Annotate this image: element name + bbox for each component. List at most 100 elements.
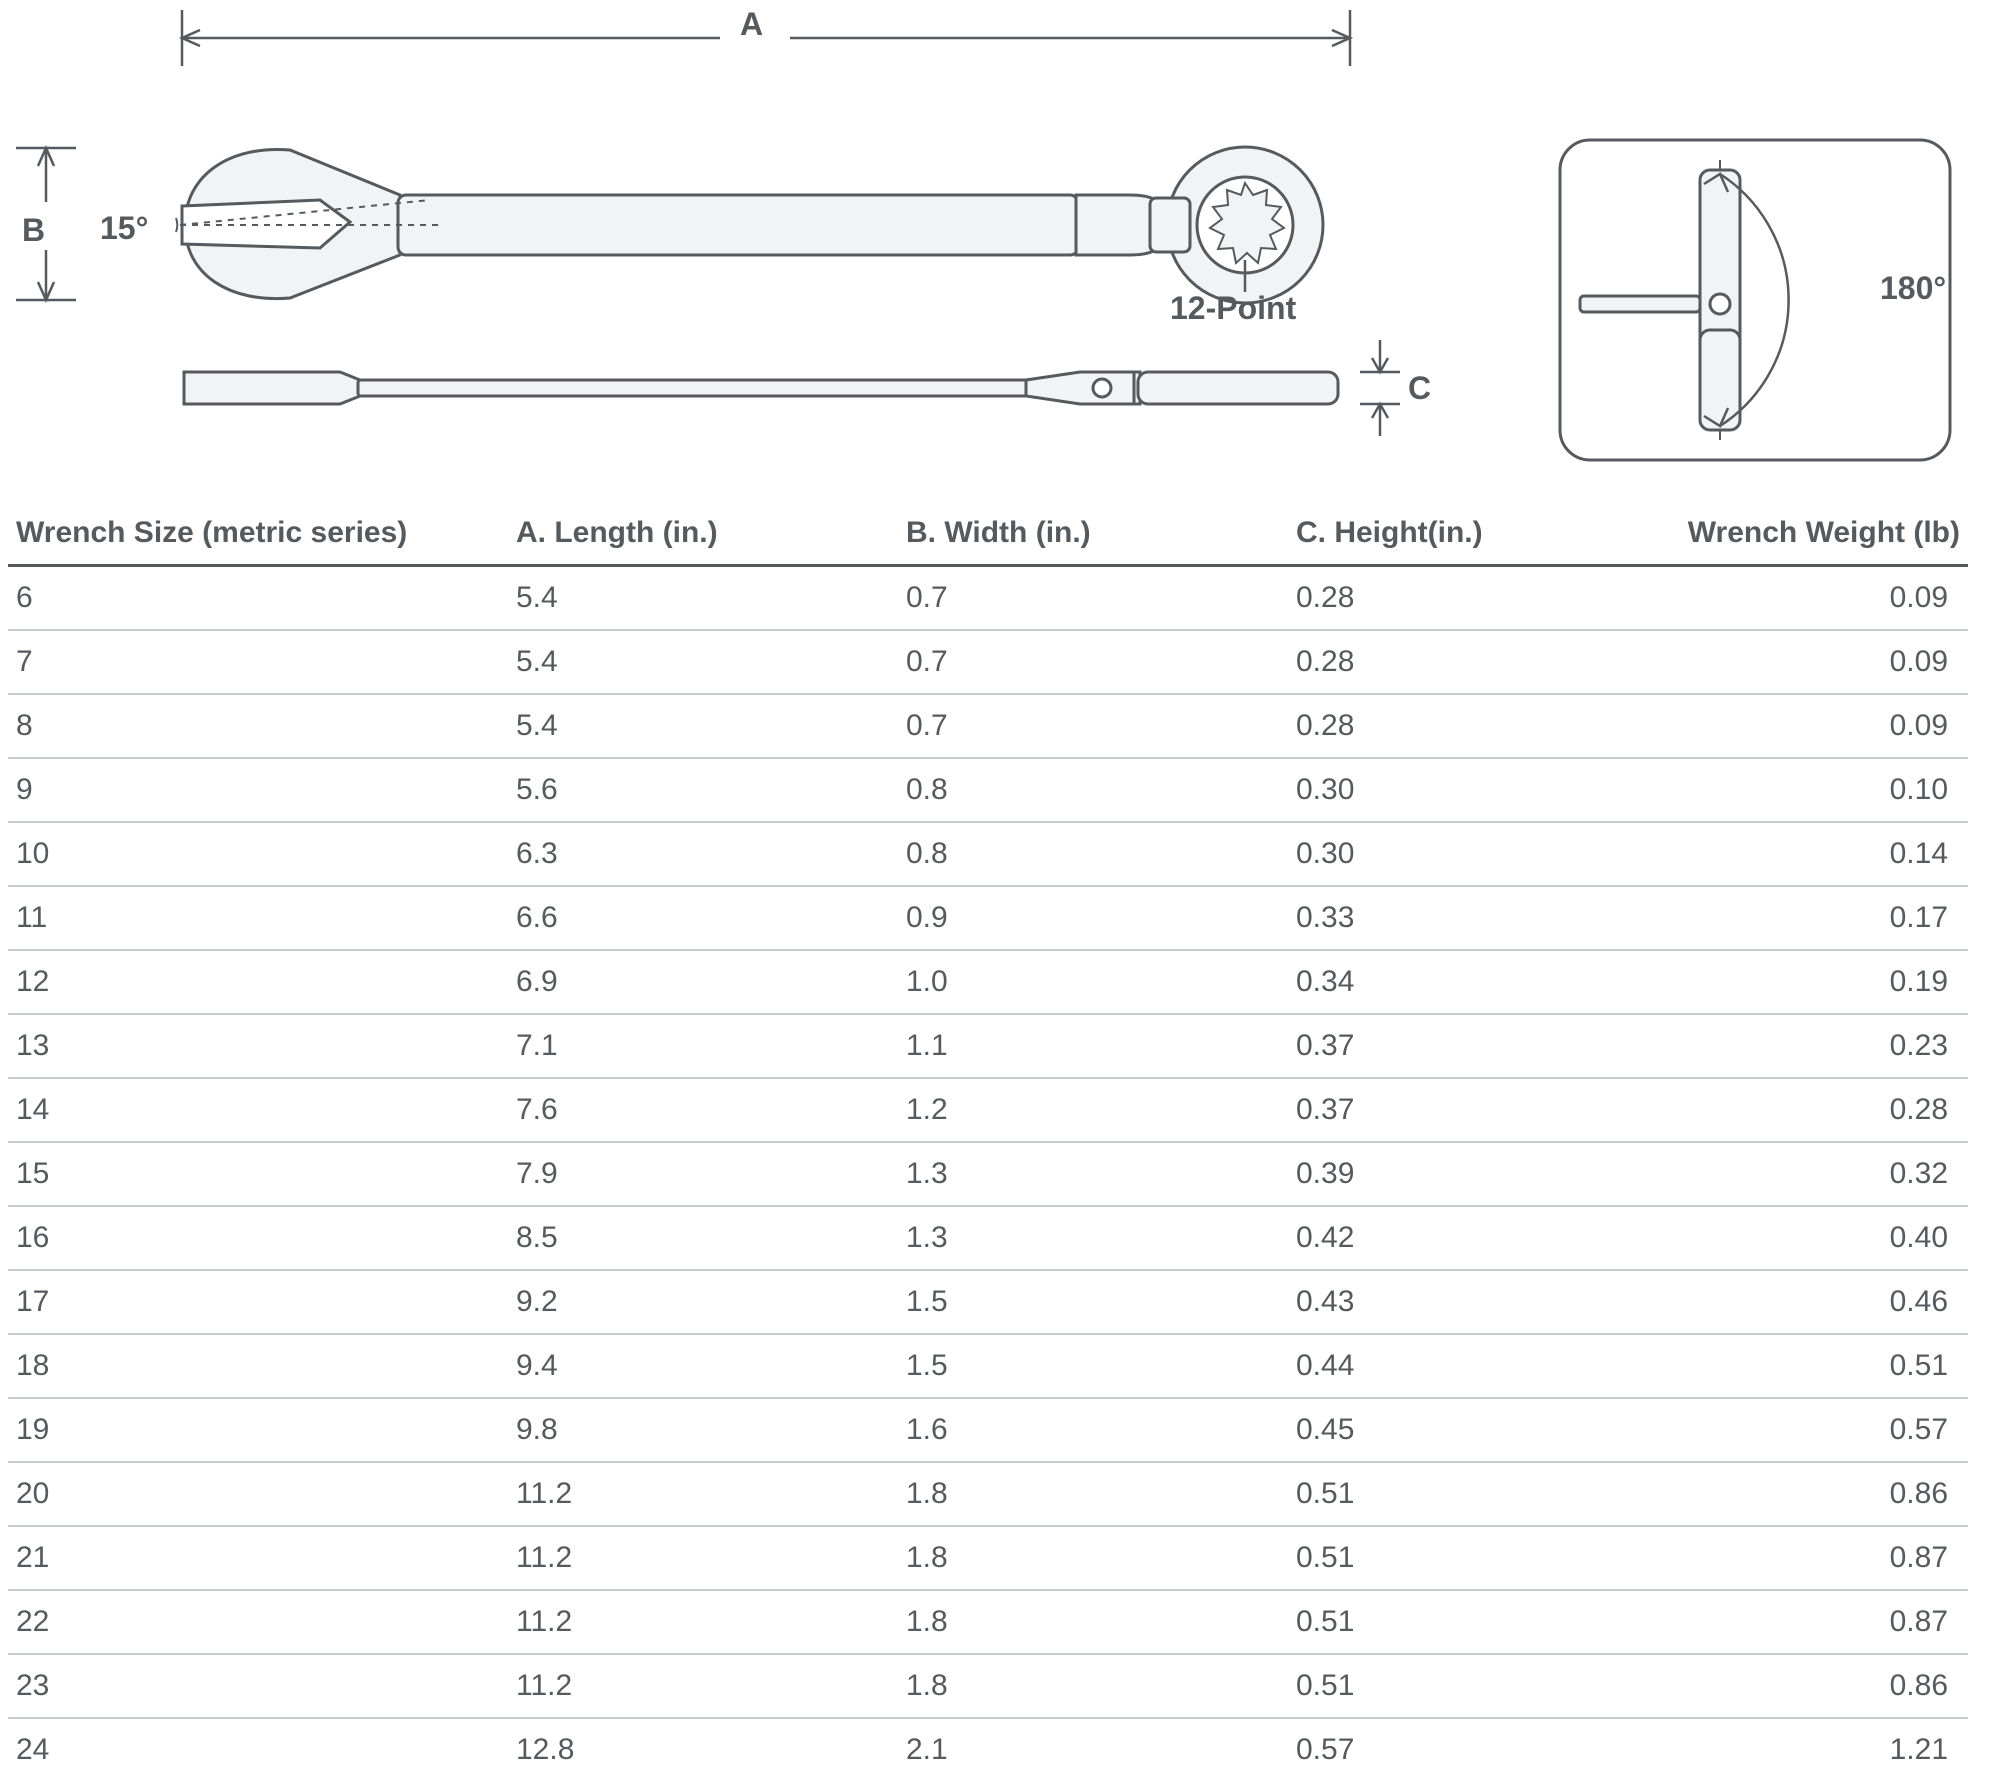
col-header-height: C. Height(in.) <box>1288 500 1638 566</box>
table-row: 157.91.30.390.32 <box>8 1142 1968 1206</box>
table-cell: 6.9 <box>508 950 898 1014</box>
table-cell: 0.45 <box>1288 1398 1638 1462</box>
table-cell: 1.3 <box>898 1206 1288 1270</box>
table-row: 95.60.80.300.10 <box>8 758 1968 822</box>
table-cell: 0.30 <box>1288 758 1638 822</box>
table-cell: 16 <box>8 1206 508 1270</box>
table-cell: 13 <box>8 1014 508 1078</box>
table-cell: 0.86 <box>1638 1462 1968 1526</box>
table-row: 147.61.20.370.28 <box>8 1078 1968 1142</box>
table-cell: 7.1 <box>508 1014 898 1078</box>
table-cell: 19 <box>8 1398 508 1462</box>
table-cell: 0.28 <box>1638 1078 1968 1142</box>
table-cell: 0.87 <box>1638 1526 1968 1590</box>
table-row: 2111.21.80.510.87 <box>8 1526 1968 1590</box>
table-cell: 15 <box>8 1142 508 1206</box>
table-cell: 12 <box>8 950 508 1014</box>
table-cell: 0.7 <box>898 694 1288 758</box>
table-cell: 0.10 <box>1638 758 1968 822</box>
table-cell: 0.23 <box>1638 1014 1968 1078</box>
table-cell: 0.28 <box>1288 694 1638 758</box>
dim-c-label: C <box>1408 370 1431 407</box>
table-cell: 0.9 <box>898 886 1288 950</box>
table-cell: 0.8 <box>898 758 1288 822</box>
table-row: 106.30.80.300.14 <box>8 822 1968 886</box>
table-cell: 2.1 <box>898 1718 1288 1781</box>
table-cell: 0.33 <box>1288 886 1638 950</box>
table-cell: 0.57 <box>1288 1718 1638 1781</box>
table-cell: 0.09 <box>1638 694 1968 758</box>
table-cell: 0.14 <box>1638 822 1968 886</box>
table-cell: 0.40 <box>1638 1206 1968 1270</box>
table-cell: 0.51 <box>1288 1590 1638 1654</box>
table-cell: 0.51 <box>1288 1462 1638 1526</box>
table-cell: 0.46 <box>1638 1270 1968 1334</box>
table-cell: 0.09 <box>1638 630 1968 694</box>
table-cell: 10 <box>8 822 508 886</box>
table-cell: 0.8 <box>898 822 1288 886</box>
technical-diagram: A B C 15° 12-Point 180° <box>0 0 2000 480</box>
table-cell: 11.2 <box>508 1590 898 1654</box>
table-row: 2211.21.80.510.87 <box>8 1590 1968 1654</box>
col-header-width: B. Width (in.) <box>898 500 1288 566</box>
table-cell: 1.2 <box>898 1078 1288 1142</box>
table-cell: 0.51 <box>1638 1334 1968 1398</box>
table-row: 75.40.70.280.09 <box>8 630 1968 694</box>
table-row: 2011.21.80.510.86 <box>8 1462 1968 1526</box>
table-cell: 1.6 <box>898 1398 1288 1462</box>
table-cell: 1.21 <box>1638 1718 1968 1781</box>
swing-label: 180° <box>1880 270 1946 307</box>
table-cell: 11 <box>8 886 508 950</box>
table-cell: 1.8 <box>898 1590 1288 1654</box>
table-row: 199.81.60.450.57 <box>8 1398 1968 1462</box>
diagram-svg <box>0 0 2000 480</box>
table-cell: 0.51 <box>1288 1526 1638 1590</box>
table-cell: 17 <box>8 1270 508 1334</box>
table-cell: 0.39 <box>1288 1142 1638 1206</box>
table-cell: 1.0 <box>898 950 1288 1014</box>
specs-table: Wrench Size (metric series) A. Length (i… <box>8 500 1968 1781</box>
table-cell: 22 <box>8 1590 508 1654</box>
table-cell: 1.8 <box>898 1462 1288 1526</box>
table-header: Wrench Size (metric series) A. Length (i… <box>8 500 1968 566</box>
table-cell: 0.09 <box>1638 566 1968 631</box>
table-cell: 7.6 <box>508 1078 898 1142</box>
table-cell: 1.3 <box>898 1142 1288 1206</box>
table-cell: 9.4 <box>508 1334 898 1398</box>
table-cell: 0.37 <box>1288 1078 1638 1142</box>
table-cell: 14 <box>8 1078 508 1142</box>
table-row: 179.21.50.430.46 <box>8 1270 1968 1334</box>
table-cell: 7 <box>8 630 508 694</box>
table-cell: 18 <box>8 1334 508 1398</box>
table-row: 116.60.90.330.17 <box>8 886 1968 950</box>
table-cell: 6.3 <box>508 822 898 886</box>
table-cell: 9 <box>8 758 508 822</box>
table-row: 126.91.00.340.19 <box>8 950 1968 1014</box>
table-cell: 0.32 <box>1638 1142 1968 1206</box>
table-cell: 11.2 <box>508 1462 898 1526</box>
table-cell: 0.30 <box>1288 822 1638 886</box>
table-cell: 9.8 <box>508 1398 898 1462</box>
table-cell: 24 <box>8 1718 508 1781</box>
table-cell: 11.2 <box>508 1526 898 1590</box>
table-cell: 5.4 <box>508 566 898 631</box>
table-cell: 6.6 <box>508 886 898 950</box>
table-cell: 0.37 <box>1288 1014 1638 1078</box>
table-cell: 0.87 <box>1638 1590 1968 1654</box>
dim-a-label: A <box>740 6 763 43</box>
table-cell: 0.57 <box>1638 1398 1968 1462</box>
point-label: 12-Point <box>1170 290 1296 327</box>
table-row: 189.41.50.440.51 <box>8 1334 1968 1398</box>
table-row: 168.51.30.420.40 <box>8 1206 1968 1270</box>
table-cell: 7.9 <box>508 1142 898 1206</box>
table-cell: 5.4 <box>508 630 898 694</box>
col-header-size: Wrench Size (metric series) <box>8 500 508 566</box>
table-cell: 5.6 <box>508 758 898 822</box>
table-cell: 5.4 <box>508 694 898 758</box>
dim-b-label: B <box>22 212 45 249</box>
table-cell: 0.19 <box>1638 950 1968 1014</box>
table-cell: 0.34 <box>1288 950 1638 1014</box>
table-cell: 8.5 <box>508 1206 898 1270</box>
table-cell: 9.2 <box>508 1270 898 1334</box>
table-cell: 21 <box>8 1526 508 1590</box>
